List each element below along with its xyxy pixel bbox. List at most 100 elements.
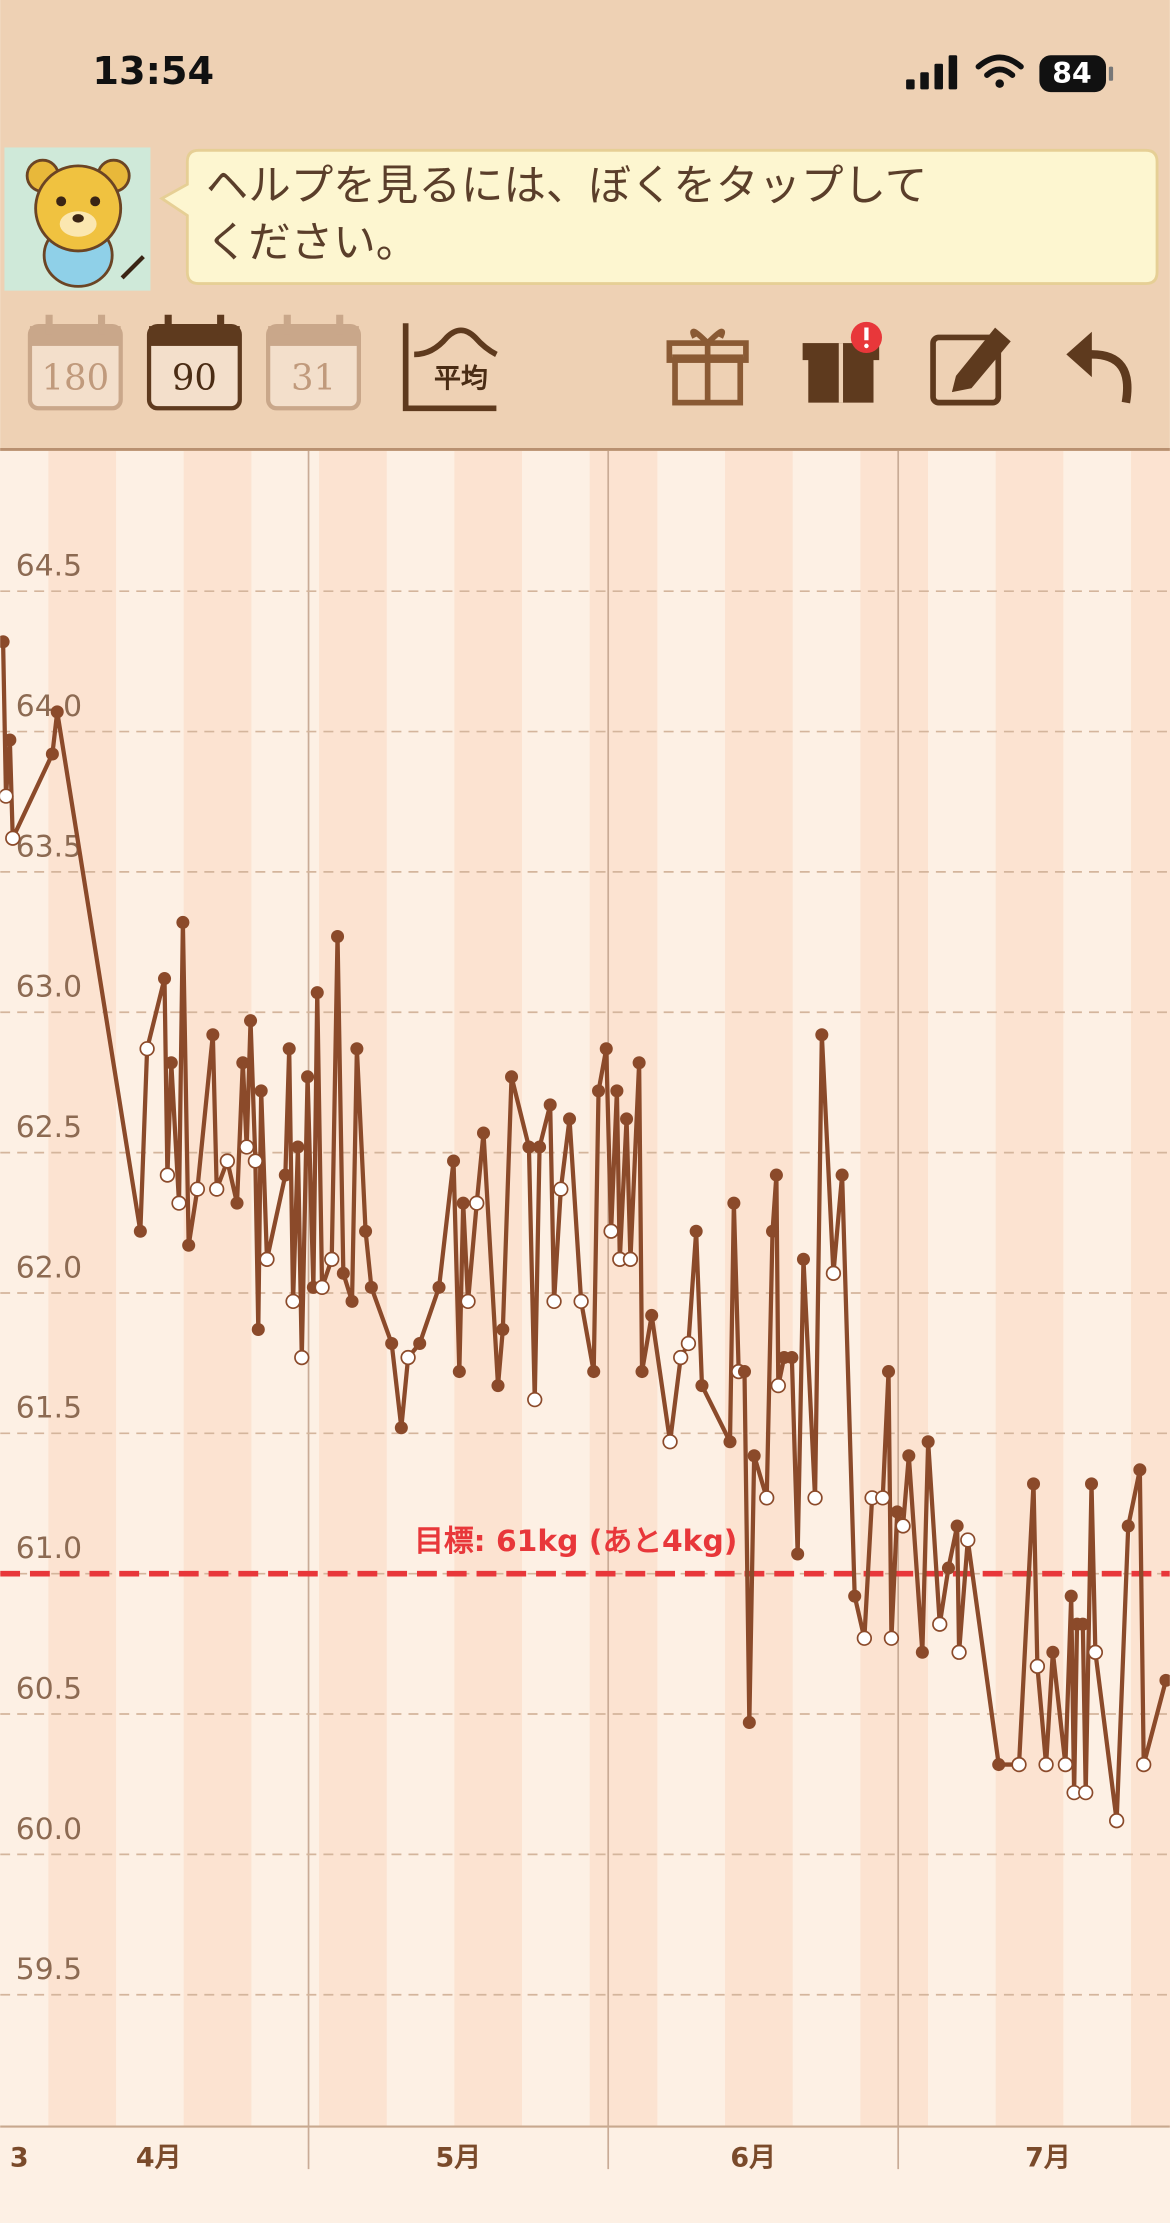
week-stripe (589, 450, 658, 2127)
y-tick-label: 60.0 (16, 1812, 82, 1847)
weight-point (723, 1435, 737, 1449)
weight-point (902, 1449, 916, 1463)
plot-area (0, 450, 1170, 2223)
weight-point (1029, 1658, 1046, 1674)
weight-point (331, 929, 345, 943)
weight-point (452, 1365, 466, 1379)
weight-point (1057, 1756, 1074, 1773)
weight-point (1038, 1756, 1054, 1773)
weight-point (883, 1630, 900, 1646)
weight-point (236, 1056, 250, 1070)
weight-point (1084, 1477, 1099, 1491)
period-label: 180 (42, 357, 110, 398)
weight-point (553, 1181, 569, 1197)
weight-point (447, 1154, 461, 1168)
help-bear[interactable] (4, 147, 151, 291)
period-31[interactable]: 31 (266, 314, 361, 411)
weight-point (476, 1126, 491, 1140)
x-tick-label: 7月 (1025, 2143, 1071, 2174)
weight-point (456, 1196, 470, 1210)
weight-point (769, 1168, 783, 1182)
weight-point (1078, 1784, 1094, 1801)
weight-point (662, 1434, 678, 1450)
weight-point (620, 1112, 634, 1126)
weight-point (622, 1251, 639, 1267)
weight-point (0, 788, 14, 804)
gift-notification-button[interactable] (802, 321, 883, 403)
edit-button[interactable] (930, 327, 1011, 406)
weight-point (385, 1336, 399, 1351)
weight-point (359, 1224, 373, 1238)
weight-point (491, 1379, 505, 1393)
undo-button[interactable] (1066, 331, 1132, 404)
weight-point (133, 1224, 147, 1238)
weight-point (247, 1153, 264, 1169)
weight-point (875, 1490, 891, 1506)
y-tick-label: 63.0 (16, 970, 82, 1005)
weight-point (364, 1280, 378, 1294)
weight-point (1011, 1756, 1027, 1773)
weight-point (291, 1140, 305, 1154)
gift-button[interactable] (666, 328, 749, 406)
weight-point (244, 1014, 258, 1028)
weight-point (1121, 1519, 1135, 1533)
week-stripe (860, 450, 929, 2127)
weight-point (285, 1293, 301, 1310)
battery-level: 84 (1052, 57, 1091, 90)
weight-point (890, 1505, 904, 1519)
weight-point (632, 1056, 646, 1070)
plot: 59.5 60.0 60.5 61.0 61.5 62.0 62.5 63.0 63.5 64.0… (0, 450, 1170, 2127)
average-label: 平均 (434, 363, 488, 394)
weight-point (310, 986, 324, 1000)
weight-point (533, 1140, 547, 1154)
weight-point (505, 1070, 519, 1084)
weight-point (139, 1041, 155, 1057)
period-180[interactable]: 180 (27, 314, 123, 411)
average-button[interactable]: 平均 (402, 323, 498, 412)
chart-background (0, 450, 1170, 2223)
x-tick-label: 5月 (436, 2143, 482, 2174)
weight-point (157, 972, 172, 986)
weight-point (791, 1547, 805, 1561)
weight-point (45, 747, 59, 761)
weight-point (815, 1028, 829, 1042)
weight-point (209, 1181, 225, 1197)
help-bubble[interactable]: ヘルプを見るには、ぼくをタップして ください。 (159, 148, 1159, 285)
weight-point (239, 1139, 255, 1155)
weight-point (1076, 1617, 1090, 1631)
weight-point (164, 1056, 178, 1070)
battery-tip (1108, 66, 1114, 81)
weight-point (460, 1293, 476, 1310)
weight-point (960, 1532, 976, 1548)
weight-point (1159, 1673, 1170, 1687)
weight-point (413, 1336, 427, 1351)
weight-point (1064, 1589, 1078, 1603)
weight-point (835, 1168, 849, 1182)
weight-point (689, 1224, 703, 1238)
weight-point (259, 1251, 275, 1267)
y-tick-label: 61.5 (16, 1391, 82, 1426)
period-90[interactable]: 90 (146, 314, 242, 411)
period-label: 31 (291, 357, 336, 398)
x-tick-label: 4月 (136, 2143, 182, 2174)
weight-point (522, 1140, 536, 1154)
weight-point (432, 1280, 446, 1294)
weight-point (673, 1349, 689, 1366)
weight-point (785, 1351, 799, 1365)
weight-point (915, 1645, 929, 1659)
weight-point (742, 1715, 756, 1729)
weight-point (251, 1322, 265, 1336)
goal-label: 目標: 61kg (あと4kg) (414, 1524, 737, 1559)
weight-point (882, 1365, 896, 1379)
weight-point (856, 1630, 873, 1646)
weight-point (951, 1644, 967, 1660)
weight-point (1108, 1813, 1125, 1829)
weight-point (635, 1365, 649, 1379)
weight-point (807, 1490, 823, 1506)
weight-point (527, 1391, 543, 1408)
weight-point (825, 1265, 842, 1281)
y-tick-label: 62.5 (16, 1110, 82, 1145)
weight-point (159, 1167, 176, 1183)
y-tick-label: 60.5 (16, 1671, 82, 1706)
